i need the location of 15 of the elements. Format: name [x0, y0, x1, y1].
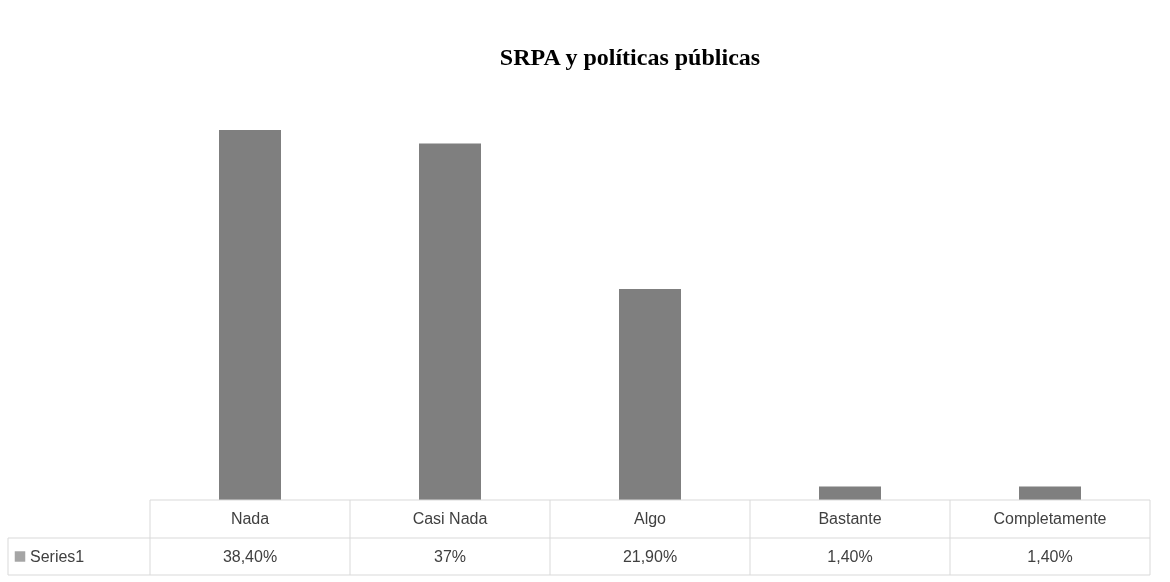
x-tick-label: Bastante	[818, 510, 882, 527]
bar	[619, 288, 681, 500]
bar	[419, 143, 481, 500]
x-tick-label: Casi Nada	[412, 510, 488, 527]
bar	[219, 130, 281, 500]
data-label: 38,40%	[222, 547, 278, 565]
x-tick-label: Completamente	[993, 510, 1107, 527]
data-label: 1,40%	[827, 547, 873, 565]
data-label: 37%	[433, 547, 467, 565]
x-tick-label: Nada	[230, 510, 270, 527]
chart-title: SRPA y políticas públicas	[499, 44, 761, 70]
x-tick-label: Algo	[633, 510, 667, 527]
legend-label: Series1	[30, 547, 85, 565]
data-label: 1,40%	[1027, 547, 1073, 565]
data-label: 21,90%	[622, 547, 678, 565]
